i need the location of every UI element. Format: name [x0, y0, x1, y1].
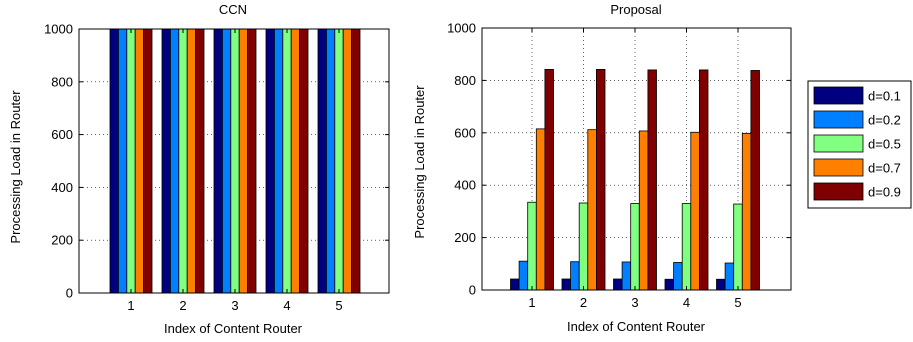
y-tick-label: 800	[51, 74, 73, 89]
y-tick-label: 400	[51, 180, 73, 195]
bar	[613, 278, 623, 291]
plot-frame	[78, 28, 390, 294]
bar	[716, 278, 726, 291]
bar	[169, 28, 180, 294]
y-tick-label: 800	[454, 73, 476, 88]
x-tick-label: 1	[127, 298, 134, 313]
bar	[733, 203, 743, 291]
bar	[647, 69, 657, 291]
y-tick-label: 600	[454, 125, 476, 140]
bar	[570, 261, 580, 291]
x-tick-label: 5	[335, 298, 342, 313]
bar	[178, 28, 188, 294]
x-axis-label: Index of Content Router	[164, 321, 303, 336]
bar	[750, 70, 760, 291]
bar	[535, 128, 546, 291]
bar	[621, 261, 632, 291]
bar	[596, 68, 606, 291]
x-tick-label: 3	[631, 295, 638, 310]
y-tick-label: 400	[454, 178, 476, 193]
legend-swatch	[813, 182, 864, 201]
bar	[342, 28, 353, 294]
bar	[518, 260, 529, 291]
chart-title: CCN	[219, 2, 247, 17]
bar	[161, 28, 171, 294]
x-tick-label: 4	[683, 295, 690, 310]
y-tick-label: 600	[51, 127, 73, 142]
legend-label: d=0.1	[868, 89, 901, 104]
bar	[317, 28, 327, 294]
bar	[273, 28, 284, 294]
plot-frame	[481, 27, 792, 291]
bar	[299, 28, 309, 294]
x-tick-label: 2	[580, 295, 587, 310]
bar	[238, 28, 248, 294]
bars	[510, 68, 760, 291]
bar	[325, 28, 336, 294]
y-tick-label: 0	[66, 286, 73, 301]
bar	[230, 28, 240, 294]
bar	[134, 28, 144, 294]
bar	[741, 132, 752, 291]
bar	[334, 28, 344, 294]
bar	[724, 262, 735, 291]
chart-ccn: CCN 0 200 400 600 800 1000 1 2 3 4 5 Index of Cont…	[8, 2, 390, 336]
x-tick-label: 4	[283, 298, 290, 313]
y-tick-label: 0	[469, 283, 476, 298]
bar	[681, 203, 692, 291]
bar	[290, 28, 301, 294]
bars	[109, 28, 361, 294]
bar	[351, 28, 361, 294]
bar	[282, 28, 292, 294]
y-tick-label: 1000	[447, 21, 476, 36]
bar	[630, 203, 640, 291]
ticks: 0 200 400 600 800 1000 1 2 3 4 5	[44, 22, 389, 313]
x-tick-label: 2	[179, 298, 186, 313]
x-tick-label: 1	[528, 295, 535, 310]
bar	[213, 28, 223, 294]
bar	[527, 201, 537, 291]
bar	[126, 28, 136, 294]
chart-title: Proposal	[610, 2, 661, 17]
bar	[247, 28, 257, 294]
bar	[544, 68, 554, 291]
x-tick-label: 5	[734, 295, 741, 310]
legend-swatch	[813, 134, 864, 153]
legend-label: d=0.2	[868, 113, 901, 128]
y-tick-label: 200	[454, 230, 476, 245]
bar	[195, 28, 205, 294]
x-tick-label: 3	[231, 298, 238, 313]
bar	[578, 202, 589, 291]
bar	[265, 28, 275, 294]
legend-label: d=0.9	[868, 185, 901, 200]
x-axis-label: Index of Content Router	[567, 319, 706, 334]
bar	[221, 28, 232, 294]
legend-swatch	[813, 86, 864, 105]
ticks: 0 200 400 600 800 1000 1 2 3 4 5	[447, 21, 791, 310]
bar	[638, 130, 649, 291]
legend-swatch	[813, 110, 864, 129]
bar	[186, 28, 196, 294]
legend-label: d=0.5	[868, 137, 901, 152]
bar	[118, 28, 128, 294]
y-axis-label: Processing Load in Router	[8, 90, 23, 244]
bar	[109, 28, 119, 294]
y-tick-label: 200	[51, 233, 73, 248]
bar	[587, 129, 597, 291]
bar	[699, 69, 709, 291]
y-tick-label: 1000	[44, 22, 73, 37]
bar	[690, 131, 700, 291]
bar	[561, 278, 572, 291]
bar	[664, 278, 675, 291]
legend: d=0.1 d=0.2 d=0.5 d=0.7 d=0.9	[807, 80, 912, 209]
bar	[673, 262, 683, 291]
bar	[510, 278, 520, 291]
bar	[143, 28, 153, 294]
legend-label: d=0.7	[868, 161, 901, 176]
y-axis-label: Processing Load in Router	[412, 85, 427, 239]
chart-proposal: Proposal 0 200 400 600 800 1000 1 2 3 4 5 Index of…	[412, 2, 792, 334]
legend-swatch	[813, 158, 864, 177]
